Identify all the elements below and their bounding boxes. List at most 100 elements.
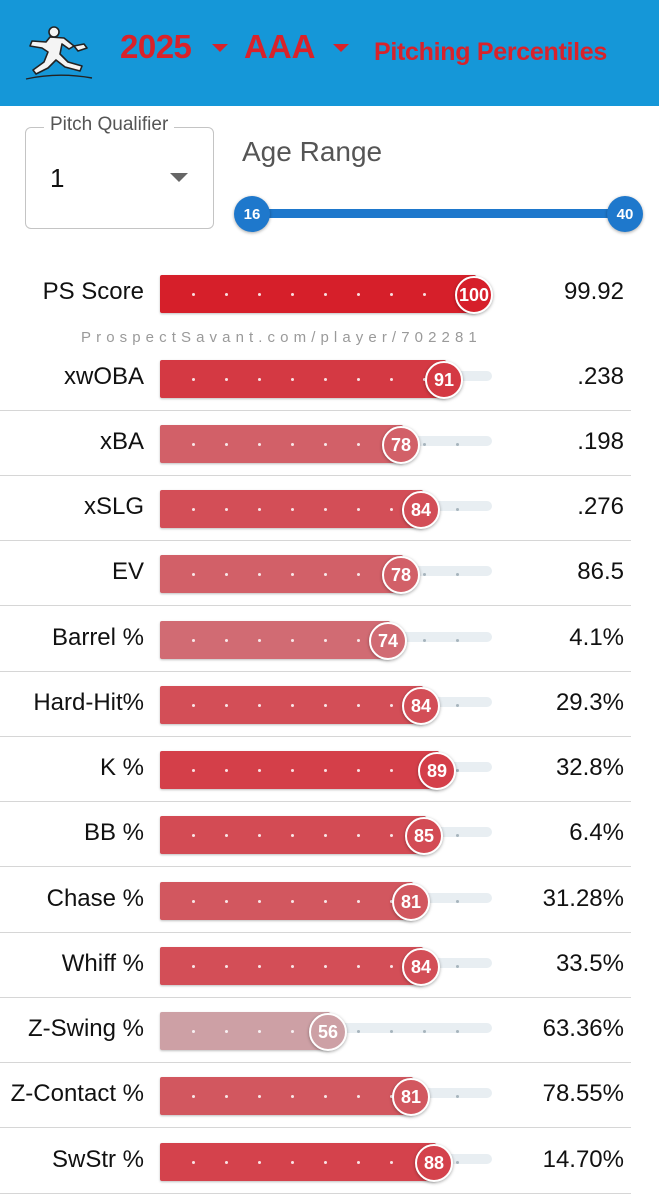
percentile-badge: 84: [402, 687, 440, 725]
row-divider: [0, 866, 631, 867]
bar-dot: [456, 1030, 459, 1033]
level-dropdown-icon[interactable]: [333, 44, 349, 52]
pitch-qualifier-value[interactable]: 1: [50, 163, 65, 193]
metric-label: xwOBA: [63, 363, 144, 390]
bar-dot: [258, 704, 261, 707]
metric-value: 63.36%: [542, 1015, 624, 1042]
metric-label: Z-Swing %: [27, 1015, 144, 1042]
row-divider: [0, 736, 631, 737]
metric-label: Chase %: [46, 885, 144, 912]
bar-dot: [192, 769, 195, 772]
percentile-row: Z-Swing % 56 63.36%: [0, 999, 659, 1063]
bar-dot: [357, 704, 360, 707]
bar-dot: [423, 573, 426, 576]
bar-dot: [258, 965, 261, 968]
metric-value: 32.8%: [555, 754, 624, 781]
percentile-row: Hard-Hit% 84 29.3%: [0, 673, 659, 737]
bar-dot: [258, 508, 261, 511]
bar-dot: [456, 443, 459, 446]
metric-label: Barrel %: [51, 624, 144, 651]
bar-dot: [357, 1161, 360, 1164]
bar-dot: [192, 443, 195, 446]
metric-label: PS Score: [42, 278, 144, 305]
percentile-row: SwStr % 88 14.70%: [0, 1130, 659, 1194]
age-range-min-thumb[interactable]: 16: [234, 196, 270, 232]
bar-dot: [423, 378, 426, 381]
age-range-label: Age Range: [242, 136, 383, 167]
metric-value: 86.5: [577, 558, 624, 585]
percentile-row: Barrel % 74 4.1%: [0, 608, 659, 672]
bar-dot: [357, 378, 360, 381]
bar-dot: [390, 900, 393, 903]
top-bar: 2025 AAA Pitching Percentiles: [0, 0, 659, 106]
metric-value: .198: [577, 428, 624, 455]
bar-dot: [456, 639, 459, 642]
bar-dot: [357, 769, 360, 772]
percentile-bar: [160, 360, 446, 398]
bar-dot: [192, 1030, 195, 1033]
metric-value: 78.55%: [542, 1080, 624, 1107]
metric-label: Whiff %: [61, 950, 144, 977]
percentile-row: Chase % 81 31.28%: [0, 869, 659, 933]
bar-dot: [258, 1030, 261, 1033]
bar-dot: [192, 639, 195, 642]
bar-dot: [423, 443, 426, 446]
bar-dot-guides: [160, 639, 460, 642]
row-divider: [0, 475, 631, 476]
age-range-track[interactable]: [252, 209, 625, 218]
age-range-max-thumb[interactable]: 40: [607, 196, 643, 232]
row-divider: [0, 410, 631, 411]
metric-label: xSLG: [83, 493, 144, 520]
percentile-bar: [160, 1077, 413, 1115]
bar-dot: [291, 378, 294, 381]
bar-dot: [225, 508, 228, 511]
percentile-badge: 84: [402, 948, 440, 986]
bar-dot: [324, 1161, 327, 1164]
percentile-badge: 81: [392, 1078, 430, 1116]
row-divider: [0, 540, 631, 541]
row-divider: [0, 671, 631, 672]
bar-dot: [456, 1095, 459, 1098]
bar-dot: [390, 1095, 393, 1098]
metric-value: 4.1%: [569, 624, 624, 651]
metric-label: K %: [99, 754, 144, 781]
bar-dot: [456, 900, 459, 903]
percentile-row: K % 89 32.8%: [0, 738, 659, 802]
bar-dot: [192, 1095, 195, 1098]
metric-label: BB %: [83, 819, 144, 846]
bar-dot: [291, 769, 294, 772]
bar-dot: [324, 378, 327, 381]
row-divider: [0, 997, 631, 998]
bar-dot: [357, 573, 360, 576]
bar-dot: [258, 573, 261, 576]
percentile-badge: 91: [425, 361, 463, 399]
percentile-badge: 81: [392, 883, 430, 921]
bar-dot: [225, 900, 228, 903]
bar-dot: [456, 834, 459, 837]
level-selector[interactable]: AAA: [244, 28, 316, 65]
metric-value: 31.28%: [542, 885, 624, 912]
bar-dot: [225, 443, 228, 446]
bar-dot: [357, 900, 360, 903]
pitcher-icon: [25, 26, 93, 80]
bar-dot: [324, 573, 327, 576]
row-divider: [0, 1127, 631, 1128]
bar-dot: [390, 965, 393, 968]
bar-dot-guides: [160, 769, 460, 772]
bar-dot: [390, 1161, 393, 1164]
bar-dot: [258, 834, 261, 837]
season-dropdown-icon[interactable]: [212, 44, 228, 52]
bar-dot: [225, 1030, 228, 1033]
bar-dot: [291, 573, 294, 576]
metric-value: .276: [577, 493, 624, 520]
percentile-bar: [160, 1012, 330, 1050]
chevron-down-icon[interactable]: [170, 173, 188, 182]
percentile-badge: 88: [415, 1144, 453, 1182]
percentile-row: xBA 78 .198: [0, 412, 659, 476]
bar-dot: [357, 965, 360, 968]
bar-dot: [225, 1161, 228, 1164]
metric-value: 29.3%: [555, 689, 624, 716]
season-selector[interactable]: 2025: [120, 28, 192, 65]
bar-dot: [324, 704, 327, 707]
bar-dot: [291, 1161, 294, 1164]
